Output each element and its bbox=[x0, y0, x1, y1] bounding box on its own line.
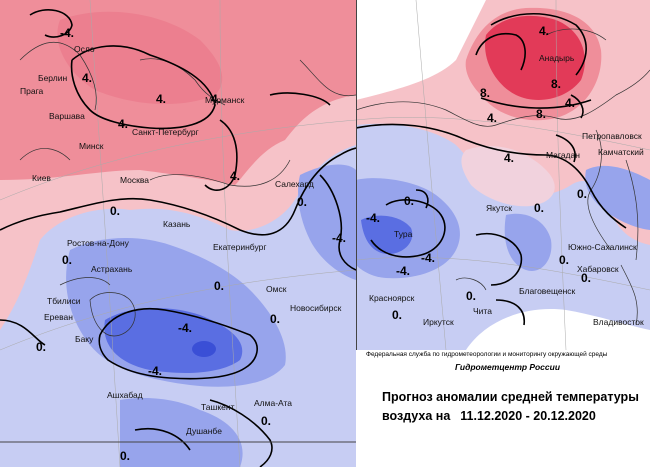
isoline-label: -4. bbox=[148, 364, 162, 378]
city-label: Магадан bbox=[546, 150, 580, 160]
city-label: Екатеринбург bbox=[213, 242, 266, 252]
city-label: Петропавловск bbox=[582, 131, 642, 141]
city-label: Тбилиси bbox=[47, 296, 81, 306]
panel-divider bbox=[356, 0, 357, 467]
isoline-label: 4. bbox=[487, 111, 497, 125]
city-label: Душанбе bbox=[186, 426, 222, 436]
isoline-label: 0. bbox=[110, 204, 120, 218]
city-label: Анадырь bbox=[539, 53, 575, 63]
city-label: Минск bbox=[79, 141, 104, 151]
organization-name: Гидрометцентр России bbox=[455, 362, 561, 372]
city-label: Иркутск bbox=[423, 317, 454, 327]
city-label: Ереван bbox=[44, 312, 73, 322]
isoline-label: 0. bbox=[261, 414, 271, 428]
city-label: Якутск bbox=[486, 203, 512, 213]
city-label: Берлин bbox=[38, 73, 67, 83]
isoline-label: 4. bbox=[504, 151, 514, 165]
city-label: Алма-Ата bbox=[254, 398, 292, 408]
forecast-title: Прогноз аномалии средней температуры bbox=[382, 390, 639, 404]
isoline-label: 4. bbox=[211, 92, 221, 106]
isoline-label: 4. bbox=[118, 117, 128, 131]
city-label: Казань bbox=[163, 219, 191, 229]
forecast-subtitle-prefix: воздуха на bbox=[382, 409, 451, 423]
city-label: Мурманск bbox=[205, 95, 245, 105]
isoline-label: 4. bbox=[156, 92, 166, 106]
isoline-label: -4. bbox=[366, 211, 380, 225]
isoline-label: 0. bbox=[214, 279, 224, 293]
east-map: 8. 8. 8. 4. 4. 4. 4. 0. 0. -4. -4. -4. 0… bbox=[356, 0, 650, 350]
city-label: Санкт-Петербург bbox=[132, 127, 199, 137]
isoline-label: -4. bbox=[60, 26, 74, 40]
city-label: Южно-Сахалинск bbox=[568, 242, 637, 252]
west-map: -4. 4. 4. 4. 4. 4. 0. 0. 0. -4. -4. -4. … bbox=[0, 0, 356, 467]
isoline-label: 0. bbox=[62, 253, 72, 267]
isoline-label: 4. bbox=[82, 71, 92, 85]
city-label: Баку bbox=[75, 334, 94, 344]
isoline-label: 0. bbox=[36, 340, 46, 354]
isoline-label: 0. bbox=[404, 194, 414, 208]
isoline-label: 0. bbox=[297, 195, 307, 209]
city-label: Чита bbox=[473, 306, 492, 316]
isoline-label: 0. bbox=[581, 271, 591, 285]
city-label: Владивосток bbox=[593, 317, 644, 327]
isoline-label: 0. bbox=[534, 201, 544, 215]
isoline-label: 0. bbox=[577, 187, 587, 201]
city-label: Киев bbox=[32, 173, 51, 183]
isoline-label: 8. bbox=[551, 77, 561, 91]
isoline-label: 4. bbox=[230, 169, 240, 183]
city-label: Прага bbox=[20, 86, 43, 96]
city-label: Омск bbox=[266, 284, 287, 294]
forecast-subtitle: воздуха на 11.12.2020 - 20.12.2020 bbox=[382, 409, 596, 423]
city-label: Салехард bbox=[275, 179, 314, 189]
isoline-label: 0. bbox=[392, 308, 402, 322]
isoline-label: 0. bbox=[120, 449, 130, 463]
isoline-label: -4. bbox=[421, 251, 435, 265]
city-label: Осло bbox=[74, 44, 95, 54]
city-label: Камчатский bbox=[598, 147, 644, 157]
city-label: Хабаровск bbox=[577, 264, 619, 274]
city-label: Тура bbox=[394, 229, 413, 239]
city-label: Москва bbox=[120, 175, 149, 185]
isoline-label: 8. bbox=[536, 107, 546, 121]
city-label: Красноярск bbox=[369, 293, 415, 303]
agency-name: Федеральная служба по гидрометеорологии … bbox=[366, 351, 608, 358]
isoline-label: 0. bbox=[270, 312, 280, 326]
city-label: Новосибирск bbox=[290, 303, 342, 313]
city-label: Ростов-на-Дону bbox=[67, 238, 130, 248]
city-label: Варшава bbox=[49, 111, 85, 121]
isoline-label: -4. bbox=[396, 264, 410, 278]
isoline-label: 0. bbox=[559, 253, 569, 267]
city-label: Астрахань bbox=[91, 264, 133, 274]
city-label: Ташкент bbox=[201, 402, 235, 412]
isoline-label: -4. bbox=[178, 321, 192, 335]
city-label: Благовещенск bbox=[519, 286, 576, 296]
title-panel: Федеральная служба по гидрометеорологии … bbox=[356, 350, 650, 467]
isoline-label: 0. bbox=[466, 289, 476, 303]
isoline-label: 4. bbox=[539, 24, 549, 38]
isoline-label: 4. bbox=[565, 96, 575, 110]
city-label: Ашхабад bbox=[107, 390, 143, 400]
isoline-label: -4. bbox=[332, 231, 346, 245]
forecast-dates: 11.12.2020 - 20.12.2020 bbox=[460, 409, 596, 423]
isoline-label: 8. bbox=[480, 86, 490, 100]
